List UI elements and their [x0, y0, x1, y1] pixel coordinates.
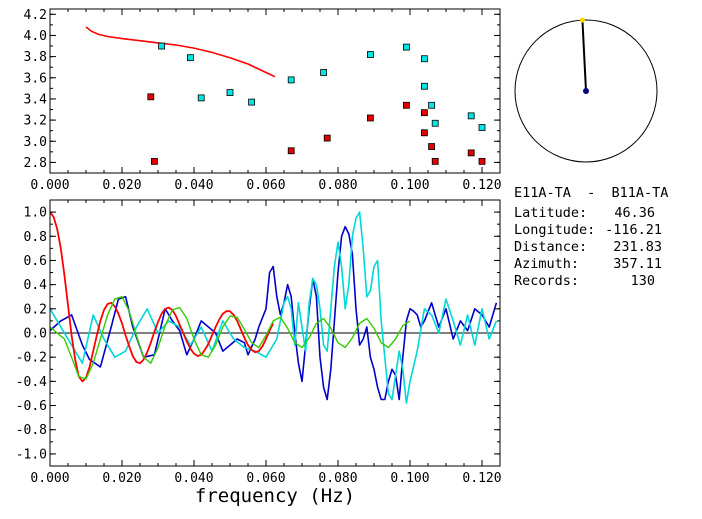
- cyan-point: [158, 42, 166, 50]
- x-tick-label: 0.060: [246, 178, 285, 193]
- bottom-axes: 0.000 0.020 0.040 0.060 0.080 0.100 0.120 1.0 0.…: [16, 199, 502, 486]
- records-label: Records:: [514, 273, 579, 289]
- y-tick-label: 3.6: [24, 71, 47, 86]
- x-tick-label: 0.000: [30, 471, 69, 486]
- reference-curve: [85, 26, 276, 78]
- y-tick-label: -0.4: [16, 375, 47, 390]
- y-tick-label: 3.2: [24, 114, 47, 129]
- red-point: [366, 114, 374, 122]
- x-axis-label: frequency (Hz): [195, 485, 355, 507]
- x-tick-label: 0.060: [246, 471, 285, 486]
- y-tick-label: 1.0: [24, 206, 47, 221]
- cyan-point: [197, 94, 205, 102]
- azimuth-label: Azimuth:: [514, 256, 579, 272]
- bottom-marks: [49, 211, 500, 404]
- y-tick-label: 3.8: [24, 50, 47, 65]
- top-plot-frame: [49, 8, 501, 174]
- y-tick-label: 0.4: [24, 278, 48, 293]
- longitude-label: Longitude:: [514, 222, 595, 238]
- y-tick-label: -1.0: [16, 447, 47, 462]
- y-tick-label: 3.0: [24, 135, 47, 150]
- y-tick-label: 2.8: [24, 156, 47, 171]
- top-marks: [85, 26, 486, 165]
- x-tick-label: 0.000: [30, 178, 69, 193]
- red-point: [431, 157, 439, 165]
- y-tick-label: -0.8: [16, 423, 47, 438]
- y-tick-label: 4.0: [24, 29, 47, 44]
- y-tick-label: 0.0: [24, 327, 47, 342]
- dial-ring: [514, 19, 658, 163]
- top-axes: 0.000 0.020 0.040 0.060 0.080 0.100 0.120 2.8 3.…: [24, 8, 502, 193]
- x-tick-label: 0.120: [462, 178, 501, 193]
- cyan-point: [431, 119, 439, 127]
- velocity-scatter-chart: 0.000 0.020 0.040 0.060 0.080 0.100 0.120 2.8 3.…: [24, 8, 502, 193]
- x-tick-label: 0.020: [102, 471, 141, 486]
- info-panel: E11A-TA - B11A-TA Latitude: 46.36 Longit…: [514, 185, 668, 289]
- red-point: [323, 134, 331, 142]
- cyan-point: [226, 89, 234, 96]
- red-point: [428, 143, 436, 150]
- cyan-point: [320, 69, 328, 76]
- station-pair: E11A-TA - B11A-TA: [514, 185, 668, 201]
- red-trace: [49, 211, 275, 383]
- y-tick-label: 0.6: [24, 254, 47, 269]
- red-point: [402, 101, 410, 109]
- x-tick-label: 0.120: [462, 471, 501, 486]
- x-tick-label: 0.080: [318, 178, 357, 193]
- x-tick-label: 0.080: [318, 471, 357, 486]
- needle-tip: [579, 17, 585, 23]
- y-tick-label: 0.8: [24, 230, 47, 245]
- azimuth-dial: [514, 17, 658, 163]
- x-tick-label: 0.100: [390, 471, 429, 486]
- correlation-chart: 0.000 0.020 0.040 0.060 0.080 0.100 0.120 1.0 0.…: [16, 199, 502, 507]
- azimuth-needle: [581, 20, 587, 92]
- red-point: [420, 129, 428, 137]
- y-tick-label: -0.2: [16, 351, 47, 366]
- dial-center: [583, 88, 589, 94]
- latitude-value: 46.36: [614, 205, 655, 221]
- distance-value: 231.83: [613, 239, 662, 255]
- red-point: [420, 109, 428, 117]
- red-point: [478, 157, 486, 165]
- cyan-point: [366, 51, 374, 58]
- cyan-point: [467, 112, 475, 120]
- latitude-label: Latitude:: [514, 205, 587, 221]
- y-tick-label: 4.2: [24, 8, 47, 23]
- cyan-point: [402, 43, 410, 51]
- cyan-point: [248, 98, 256, 106]
- red-point: [467, 149, 475, 157]
- red-point: [147, 93, 155, 101]
- cyan-point: [420, 82, 428, 90]
- longitude-value: -116.21: [605, 222, 662, 238]
- x-tick-label: 0.020: [102, 178, 141, 193]
- cyan-point: [186, 54, 194, 62]
- red-point: [287, 147, 295, 155]
- red-point: [150, 157, 158, 165]
- y-tick-label: -0.6: [16, 399, 47, 414]
- x-tick-label: 0.040: [174, 178, 213, 193]
- cyan-point: [287, 76, 295, 84]
- green-trace: [49, 296, 411, 380]
- cyan-trace: [49, 211, 498, 404]
- y-tick-label: 0.2: [24, 302, 47, 317]
- cyan-point: [428, 101, 436, 109]
- y-tick-label: 3.4: [24, 92, 48, 107]
- distance-label: Distance:: [514, 239, 587, 255]
- azimuth-value: 357.11: [613, 256, 662, 272]
- cyan-point: [420, 55, 428, 63]
- x-tick-label: 0.040: [174, 471, 213, 486]
- cyan-point: [478, 124, 486, 131]
- x-tick-label: 0.100: [390, 178, 429, 193]
- records-value: 130: [631, 273, 655, 289]
